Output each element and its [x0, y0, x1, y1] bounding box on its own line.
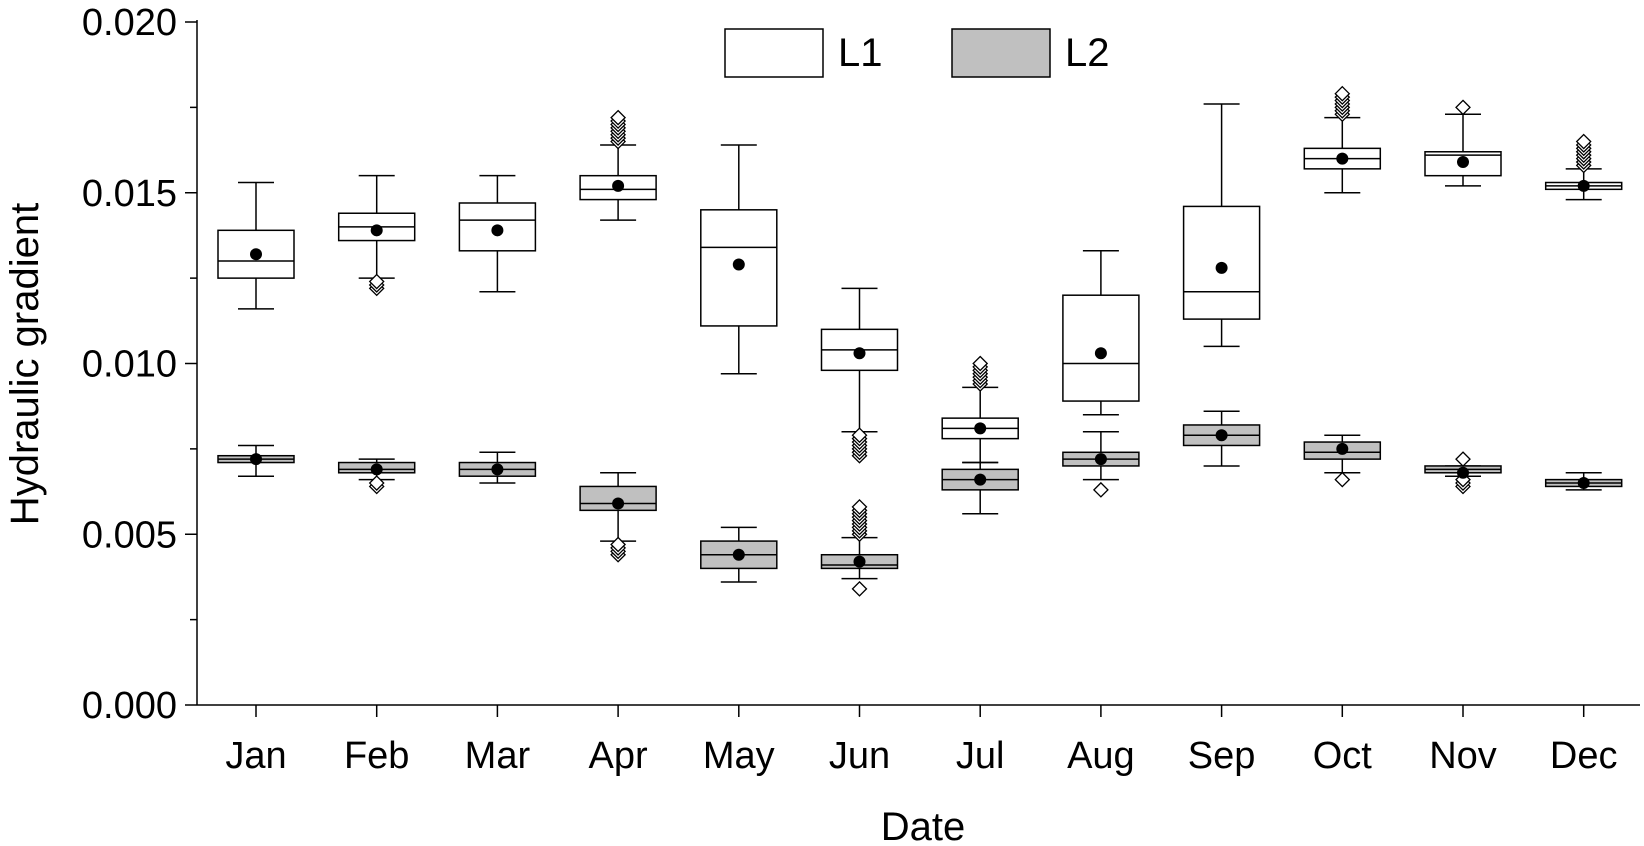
l1-mean-point	[1215, 261, 1228, 274]
l1-mean-point	[1577, 179, 1590, 192]
l2-outlier	[368, 475, 385, 491]
x-tick-label: Dec	[1550, 735, 1618, 777]
legend: L1 L2	[724, 28, 1110, 78]
l1-mean-point	[1336, 152, 1349, 165]
l1-mean-point	[974, 422, 987, 435]
l1-outlier	[368, 273, 385, 290]
l2-mean-point	[1457, 466, 1469, 479]
l2-mean-point	[974, 473, 987, 486]
l1-box	[458, 202, 537, 252]
l1-mean-point	[250, 248, 262, 261]
l1-mean-point	[1094, 347, 1107, 360]
plot-area: 0.000 0.005 0.010 0.015 0.020 Jan Feb Mar Apr May…	[82, 2, 1640, 777]
l1-mean-point	[1457, 156, 1469, 169]
l1-mean-point	[370, 224, 383, 237]
l2-outlier	[1334, 471, 1351, 488]
l1-outlier	[972, 355, 989, 372]
x-tick-label: Jul	[956, 735, 1005, 777]
y-tick-label: 0.000	[82, 685, 177, 727]
l2-outlier	[851, 499, 868, 515]
x-tick-label: Sep	[1188, 735, 1256, 777]
l1-outlier	[1334, 85, 1351, 102]
x-axis-title: Date	[881, 805, 966, 846]
legend-swatch-l2	[951, 28, 1051, 78]
l1-box	[1062, 294, 1140, 402]
l2-mean-point	[853, 555, 866, 568]
x-tick-label: Oct	[1313, 735, 1373, 777]
l2-mean-point	[491, 463, 504, 476]
x-tick-label: Mar	[465, 735, 531, 777]
y-tick-label: 0.005	[82, 514, 177, 556]
l1-mean-point	[732, 258, 745, 271]
l2-mean-point	[1336, 442, 1349, 455]
l2-mean-point	[1577, 477, 1590, 490]
l2-outlier	[851, 580, 868, 597]
legend-swatch-l1	[724, 28, 824, 78]
l1-outlier	[1455, 99, 1471, 116]
l1-outlier	[851, 427, 868, 444]
l2-outlier	[1092, 481, 1109, 498]
l2-mean-point	[612, 497, 625, 510]
l2-mean-point	[732, 548, 745, 561]
x-tick-label: Jan	[225, 735, 286, 777]
legend-label-l2: L2	[1065, 31, 1110, 75]
x-tick-label: May	[703, 735, 775, 777]
l2-mean-point	[250, 453, 262, 466]
l2-mean-point	[370, 463, 383, 476]
x-tick-label: Feb	[344, 735, 409, 777]
l1-outlier	[610, 109, 627, 126]
x-tick-label: Aug	[1067, 735, 1135, 777]
x-tick-label: Nov	[1429, 735, 1497, 777]
l2-outlier	[610, 536, 627, 553]
legend-label-l1: L1	[838, 31, 883, 75]
l1-mean-point	[853, 347, 866, 360]
l1-outlier	[1575, 133, 1592, 150]
y-tick-label: 0.020	[82, 2, 177, 44]
l2-mean-point	[1094, 453, 1107, 466]
y-tick-label: 0.015	[82, 173, 177, 215]
x-tick-label: Apr	[589, 735, 648, 777]
x-tick-label: Jun	[829, 735, 890, 777]
l2-outlier	[1455, 451, 1471, 468]
l2-mean-point	[1215, 429, 1228, 442]
l1-mean-point	[612, 179, 625, 192]
y-axis-title: Hydraulic gradient	[3, 203, 47, 525]
y-tick-label: 0.010	[82, 344, 177, 386]
l1-mean-point	[491, 224, 504, 237]
